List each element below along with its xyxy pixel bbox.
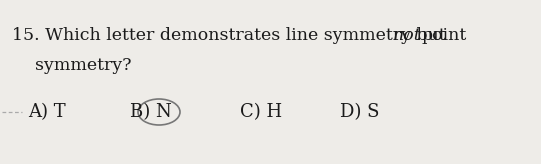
Text: not: not: [393, 27, 422, 43]
Text: A) T: A) T: [28, 103, 65, 121]
Text: 15. Which letter demonstrates line symmetry but: 15. Which letter demonstrates line symme…: [12, 27, 446, 43]
Text: D) S: D) S: [340, 103, 379, 121]
Text: point: point: [421, 27, 466, 43]
Text: C) H: C) H: [240, 103, 282, 121]
Text: symmetry?: symmetry?: [35, 57, 131, 73]
Text: B) N: B) N: [130, 103, 171, 121]
